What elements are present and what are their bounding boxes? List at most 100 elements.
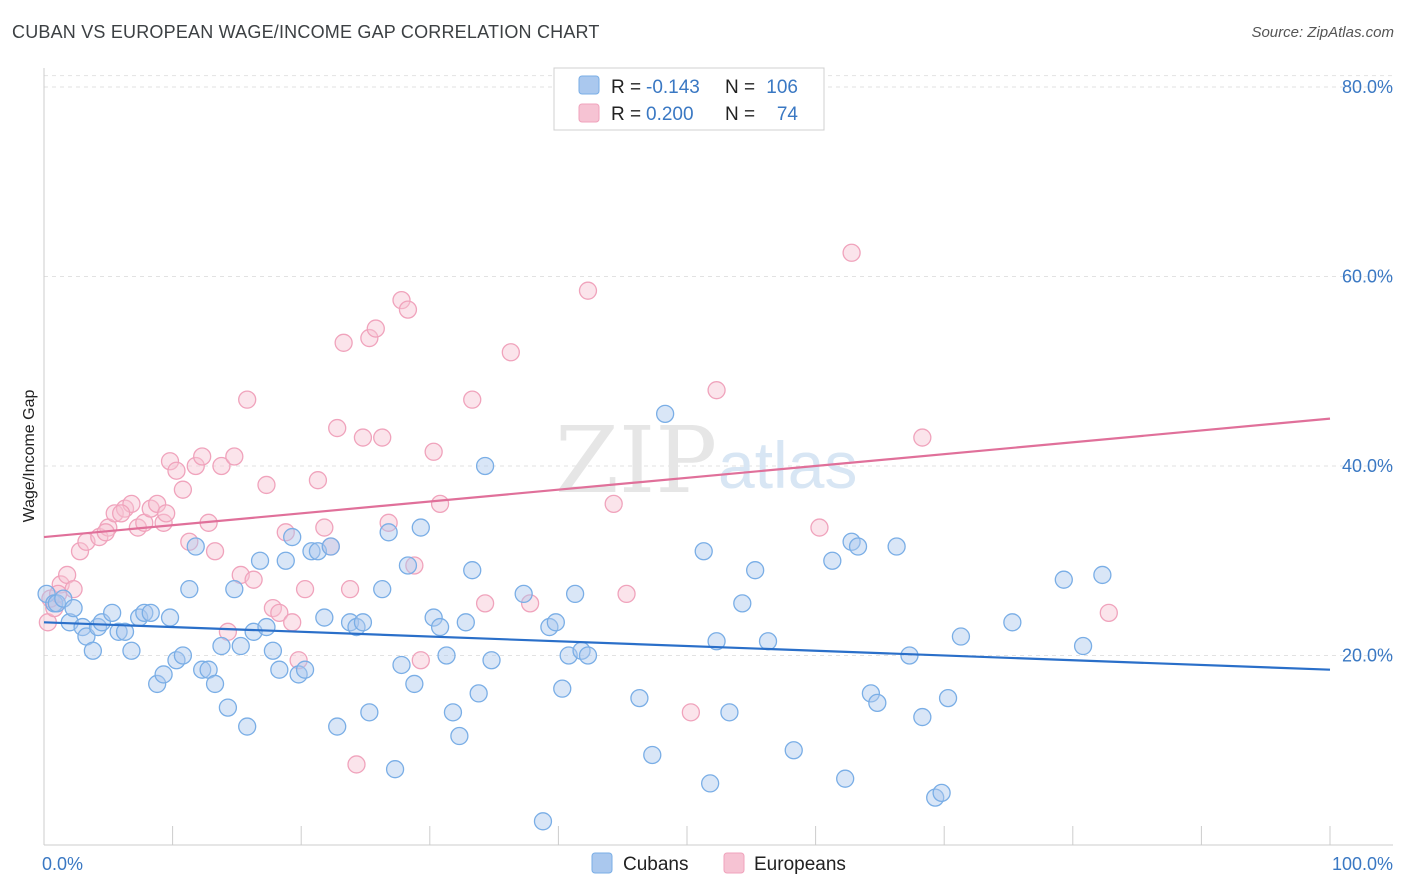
cubans-point xyxy=(450,726,469,746)
source-note: Source: ZipAtlas.com xyxy=(1251,24,1394,41)
cubans-point xyxy=(700,774,720,793)
europeans-point xyxy=(112,504,131,523)
cubans-point xyxy=(160,608,180,627)
europeans-point xyxy=(398,300,418,319)
europeans-point xyxy=(424,442,443,461)
cubans-point xyxy=(868,693,887,713)
europeans-point xyxy=(167,461,186,480)
cubans-point xyxy=(836,769,855,788)
stats-legend-swatch-cubans xyxy=(578,75,600,95)
europeans-point xyxy=(238,390,257,409)
europeans-point xyxy=(173,480,193,499)
cubans-point xyxy=(887,537,906,556)
europeans-point xyxy=(411,651,430,670)
cubans-point xyxy=(630,688,649,708)
cubans-point xyxy=(533,812,553,831)
cubans-point xyxy=(64,598,83,618)
stats-r-value-cubans: -0.143 xyxy=(646,77,700,98)
cubans-point xyxy=(848,537,868,556)
axes xyxy=(43,68,1393,846)
stats-n-label-cubans: N = xyxy=(725,77,755,98)
cubans-point xyxy=(276,551,295,570)
stats-legend: R = -0.143 N = 106 R = 0.200 N = 74 xyxy=(553,67,825,131)
chart-title: CUBAN VS EUROPEAN WAGE/INCOME GAP CORREL… xyxy=(12,22,600,42)
europeans-point xyxy=(283,613,302,632)
cubans-point xyxy=(733,594,752,613)
europeans-point xyxy=(193,447,212,466)
series-legend-swatch-europeans xyxy=(723,852,745,874)
europeans-point xyxy=(360,328,379,348)
y-axis-title: Wage/Income Gap xyxy=(21,390,38,523)
cubans-point xyxy=(250,551,270,570)
x-tick-label-min: 0.0% xyxy=(42,854,83,874)
europeans-point xyxy=(913,428,932,447)
europeans-point xyxy=(160,452,180,471)
cubans-point xyxy=(353,613,373,632)
europeans-point xyxy=(366,319,385,338)
cubans-point xyxy=(103,603,122,622)
cubans-points xyxy=(37,404,1112,831)
cubans-point xyxy=(784,741,803,760)
cubans-point xyxy=(379,523,398,542)
cubans-point xyxy=(295,660,315,679)
europeans-point xyxy=(70,542,90,561)
europeans-point xyxy=(212,456,231,476)
cubans-point xyxy=(321,537,340,556)
europeans-point xyxy=(334,333,353,352)
cubans-trend-line xyxy=(43,621,1331,671)
cubans-point xyxy=(707,632,726,651)
europeans-point xyxy=(604,494,623,514)
europeans-point xyxy=(475,594,495,613)
stats-r-value-europeans: 0.200 xyxy=(646,104,694,125)
europeans-point xyxy=(405,556,424,575)
cubans-point xyxy=(270,660,289,679)
cubans-point xyxy=(643,745,662,765)
europeans-point xyxy=(392,291,411,310)
cubans-point xyxy=(443,703,463,722)
europeans-point xyxy=(353,428,373,447)
cubans-point xyxy=(424,608,443,627)
series-legend-label-europeans: Europeans xyxy=(754,854,846,875)
cubans-point xyxy=(173,646,193,665)
cubans-point xyxy=(514,584,533,604)
cubans-point xyxy=(115,622,135,641)
cubans-point xyxy=(430,617,450,637)
cubans-point xyxy=(437,646,456,665)
cubans-point xyxy=(475,456,495,476)
europeans-point xyxy=(578,281,598,300)
stats-n-label-europeans: N = xyxy=(725,104,755,125)
europeans-point xyxy=(186,456,205,476)
series-legend-label-cubans: Cubans xyxy=(623,854,689,875)
europeans-point xyxy=(810,518,829,537)
y-tick-label: 20.0% xyxy=(1342,645,1393,665)
y-tick-label: 80.0% xyxy=(1342,77,1393,97)
cubans-point xyxy=(553,679,572,698)
cubans-point xyxy=(456,613,475,632)
cubans-point xyxy=(1093,565,1112,585)
cubans-point xyxy=(135,603,154,622)
cubans-point xyxy=(578,646,598,665)
stats-n-value-cubans: 106 xyxy=(766,77,798,98)
stats-legend-swatch-europeans xyxy=(578,103,600,123)
europeans-point xyxy=(707,381,726,400)
europeans-point xyxy=(520,594,540,613)
cubans-point xyxy=(1073,636,1093,656)
cubans-point xyxy=(385,760,405,779)
cubans-point xyxy=(1054,570,1073,589)
cubans-point xyxy=(411,518,430,537)
cubans-point xyxy=(360,703,379,722)
europeans-point xyxy=(1099,603,1118,622)
cubans-point xyxy=(655,404,675,424)
x-tick-label-max: 100.0% xyxy=(1332,854,1393,874)
cubans-point xyxy=(861,684,881,703)
y-tick-labels: 20.0% 40.0% 60.0% 80.0% xyxy=(1342,77,1393,666)
europeans-point xyxy=(105,504,124,523)
europeans-point xyxy=(328,418,347,438)
europeans-point xyxy=(270,603,289,622)
cubans-point xyxy=(257,617,276,637)
series-legend-swatch-cubans xyxy=(591,852,613,874)
cubans-point xyxy=(231,636,250,656)
europeans-point xyxy=(842,243,861,262)
cubans-point xyxy=(694,542,713,561)
